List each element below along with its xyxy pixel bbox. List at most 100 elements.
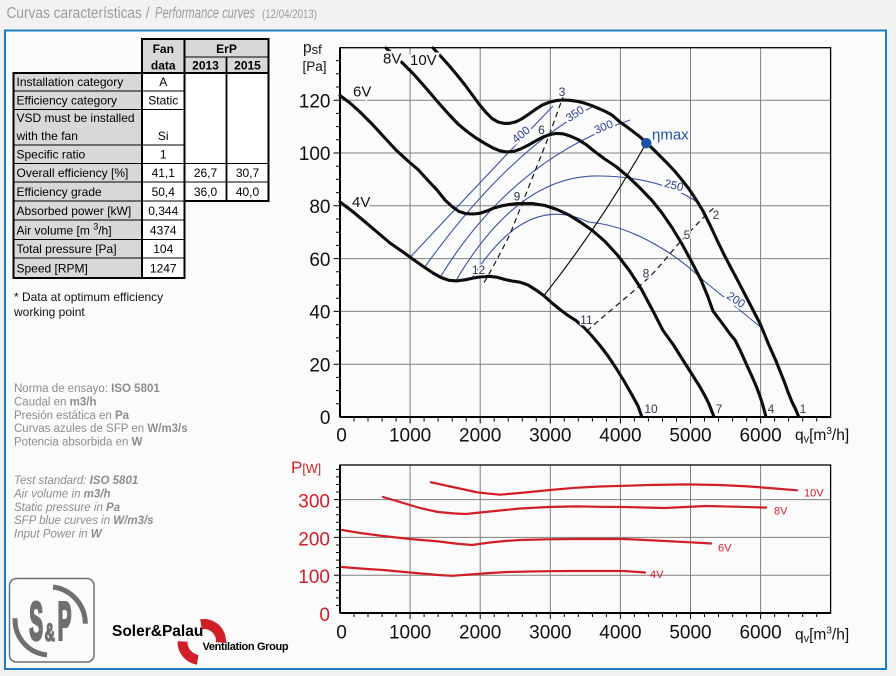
svg-text:P[W]: P[W]: [291, 458, 321, 477]
svg-text:7: 7: [716, 402, 723, 416]
svg-text:2013: 2013: [192, 59, 219, 73]
svg-text:100: 100: [299, 144, 331, 165]
svg-text:8: 8: [643, 267, 650, 281]
svg-text:Efficiency grade: Efficiency grade: [17, 185, 102, 199]
svg-text:4000: 4000: [599, 426, 641, 447]
svg-text:104: 104: [153, 242, 173, 256]
svg-text:0: 0: [336, 426, 347, 447]
svg-text:Static pressure in Pa: Static pressure in Pa: [14, 502, 121, 514]
svg-text:5000: 5000: [669, 623, 711, 644]
svg-text:P: P: [58, 590, 72, 651]
svg-text:4V: 4V: [650, 569, 664, 581]
svg-text:Specific ratio: Specific ratio: [17, 148, 86, 162]
svg-text:Air volume [m 3/h]: Air volume [m 3/h]: [17, 222, 112, 238]
svg-text:8V: 8V: [383, 51, 401, 68]
svg-text:Test standard: ISO 5801: Test standard: ISO 5801: [14, 475, 138, 487]
svg-text:Curvas azules de SFP en W/m3/s: Curvas azules de SFP en W/m3/s: [14, 423, 188, 435]
svg-text:41,1: 41,1: [152, 166, 176, 180]
svg-text:Potencia absorbida en W: Potencia absorbida en W: [14, 437, 143, 449]
svg-text:Efficiency category: Efficiency category: [17, 94, 118, 108]
svg-text:Fan: Fan: [153, 42, 174, 56]
svg-text:3: 3: [559, 85, 566, 99]
svg-text:50,4: 50,4: [152, 185, 176, 199]
svg-text:SFP blue curves in W/m3/s: SFP blue curves in W/m3/s: [14, 515, 154, 527]
svg-text:300: 300: [298, 492, 330, 513]
svg-text:Overall efficiency [%]: Overall efficiency [%]: [17, 166, 129, 180]
svg-text:1247: 1247: [150, 262, 177, 276]
svg-text:2015: 2015: [234, 59, 261, 73]
svg-text:Air volume in m3/h: Air volume in m3/h: [13, 488, 111, 500]
svg-text:60: 60: [309, 250, 330, 271]
svg-text:2000: 2000: [459, 623, 501, 644]
svg-text:4000: 4000: [599, 623, 641, 644]
svg-text:4: 4: [768, 402, 775, 416]
svg-text:qv[m3/h]: qv[m3/h]: [795, 426, 849, 446]
svg-text:4374: 4374: [150, 224, 177, 238]
svg-text:10V: 10V: [410, 52, 437, 69]
svg-text:6000: 6000: [739, 623, 781, 644]
svg-text:40: 40: [309, 303, 330, 324]
svg-text:26,7: 26,7: [194, 166, 218, 180]
svg-text:6V: 6V: [353, 84, 371, 101]
svg-text:0: 0: [319, 605, 330, 626]
svg-text:qv[m3/h]: qv[m3/h]: [795, 626, 849, 646]
svg-text:&: &: [45, 619, 55, 647]
svg-text:ηmax: ηmax: [652, 127, 689, 144]
svg-text:1000: 1000: [389, 623, 431, 644]
svg-text:Caudal en m3/h: Caudal en m3/h: [14, 396, 96, 408]
svg-text:Ventilation Group: Ventilation Group: [203, 641, 289, 653]
svg-text:6000: 6000: [739, 426, 781, 447]
svg-text:0: 0: [336, 623, 347, 644]
svg-text:Speed [RPM]: Speed [RPM]: [17, 262, 88, 276]
svg-text:20: 20: [309, 355, 330, 376]
svg-text:9: 9: [514, 190, 521, 204]
svg-text:10V: 10V: [804, 488, 824, 500]
svg-text:(12/04/2013): (12/04/2013): [262, 7, 317, 21]
svg-text:30,7: 30,7: [236, 166, 260, 180]
svg-text:12: 12: [472, 263, 486, 277]
svg-text:3000: 3000: [529, 623, 571, 644]
svg-text:Si: Si: [158, 129, 169, 143]
svg-text:40,0: 40,0: [236, 185, 260, 199]
svg-text:S: S: [29, 590, 43, 651]
svg-text:Absorbed power [kW]: Absorbed power [kW]: [17, 204, 132, 218]
svg-text:36,0: 36,0: [194, 185, 218, 199]
svg-text:with the fan: with the fan: [16, 129, 78, 143]
svg-text:Input Power in W: Input Power in W: [14, 529, 103, 541]
svg-text:Soler&Palau: Soler&Palau: [112, 623, 203, 640]
svg-text:0: 0: [320, 408, 331, 429]
svg-text:* Data at optimum efficiency: * Data at optimum efficiency: [14, 290, 163, 304]
svg-text:0,344: 0,344: [148, 204, 178, 218]
svg-text:Performance curves: Performance curves: [155, 5, 255, 22]
svg-text:Presión estática en Pa: Presión estática en Pa: [14, 410, 130, 422]
svg-text:Norma de ensayo: ISO 5801: Norma de ensayo: ISO 5801: [14, 383, 160, 395]
svg-text:ErP: ErP: [216, 42, 237, 56]
svg-text:1000: 1000: [389, 426, 431, 447]
svg-text:1: 1: [160, 148, 167, 162]
svg-text:5000: 5000: [669, 426, 711, 447]
svg-text:120: 120: [299, 91, 331, 112]
svg-text:Installation category: Installation category: [17, 75, 124, 89]
svg-text:Curvas características /: Curvas características /: [7, 5, 151, 22]
svg-text:psf: psf: [303, 40, 322, 58]
svg-text:VSD must be installed: VSD must be installed: [17, 111, 135, 125]
svg-text:80: 80: [309, 197, 330, 218]
svg-text:[Pa]: [Pa]: [303, 59, 327, 74]
svg-text:4V: 4V: [352, 194, 370, 211]
svg-text:Static: Static: [148, 94, 178, 108]
svg-text:data: data: [151, 59, 176, 73]
svg-text:6V: 6V: [718, 543, 732, 555]
svg-text:100: 100: [298, 567, 330, 588]
svg-text:1: 1: [800, 402, 807, 416]
svg-text:11: 11: [580, 313, 593, 327]
svg-text:A: A: [159, 75, 167, 89]
svg-text:5: 5: [684, 228, 691, 242]
svg-text:2: 2: [713, 208, 720, 222]
svg-text:3000: 3000: [529, 426, 571, 447]
svg-text:working point: working point: [13, 305, 85, 319]
svg-text:6: 6: [538, 123, 545, 137]
svg-text:Total pressure [Pa]: Total pressure [Pa]: [17, 242, 117, 256]
svg-text:200: 200: [298, 529, 330, 550]
svg-text:2000: 2000: [459, 426, 501, 447]
svg-text:8V: 8V: [774, 506, 788, 518]
